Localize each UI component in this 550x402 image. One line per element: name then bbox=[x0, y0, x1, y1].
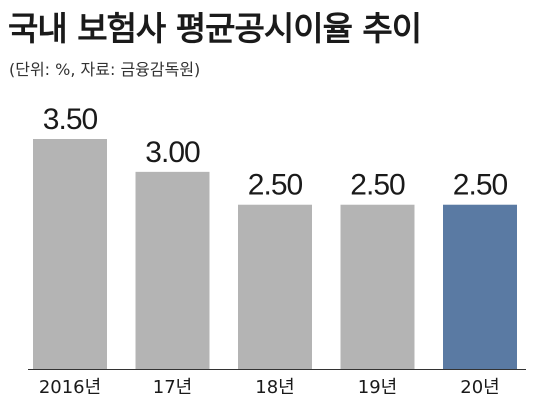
x-tick-label-3: 19년 bbox=[358, 377, 397, 398]
x-tick-label-2: 18년 bbox=[255, 377, 294, 398]
x-tick-label-1: 17년 bbox=[153, 377, 192, 398]
bar-value-label-3: 2.50 bbox=[350, 169, 405, 202]
bar-value-label-2: 2.50 bbox=[248, 169, 303, 202]
bar-2 bbox=[238, 204, 312, 369]
chart-title: 국내 보험사 평균공시이율 추이 bbox=[8, 9, 422, 48]
bar-1 bbox=[135, 171, 210, 369]
bar-0 bbox=[33, 139, 107, 369]
x-tick-labels-group: 2016년 17년 18년 19년 20년 bbox=[39, 377, 500, 398]
x-tick-label-0: 2016년 bbox=[39, 377, 101, 398]
bar-value-label-1: 3.00 bbox=[145, 136, 200, 169]
bar-value-label-4: 2.50 bbox=[453, 169, 508, 202]
x-tick-label-4: 20년 bbox=[460, 377, 499, 398]
bars-group bbox=[33, 139, 517, 369]
chart-subtitle: (단위: %, 자료: 금융감독원) bbox=[9, 60, 201, 79]
bar-value-label-0: 3.50 bbox=[43, 103, 98, 136]
bar-4 bbox=[443, 204, 517, 369]
value-labels-group: 3.50 3.00 2.50 2.50 2.50 bbox=[43, 103, 509, 202]
bar-3 bbox=[340, 204, 415, 369]
